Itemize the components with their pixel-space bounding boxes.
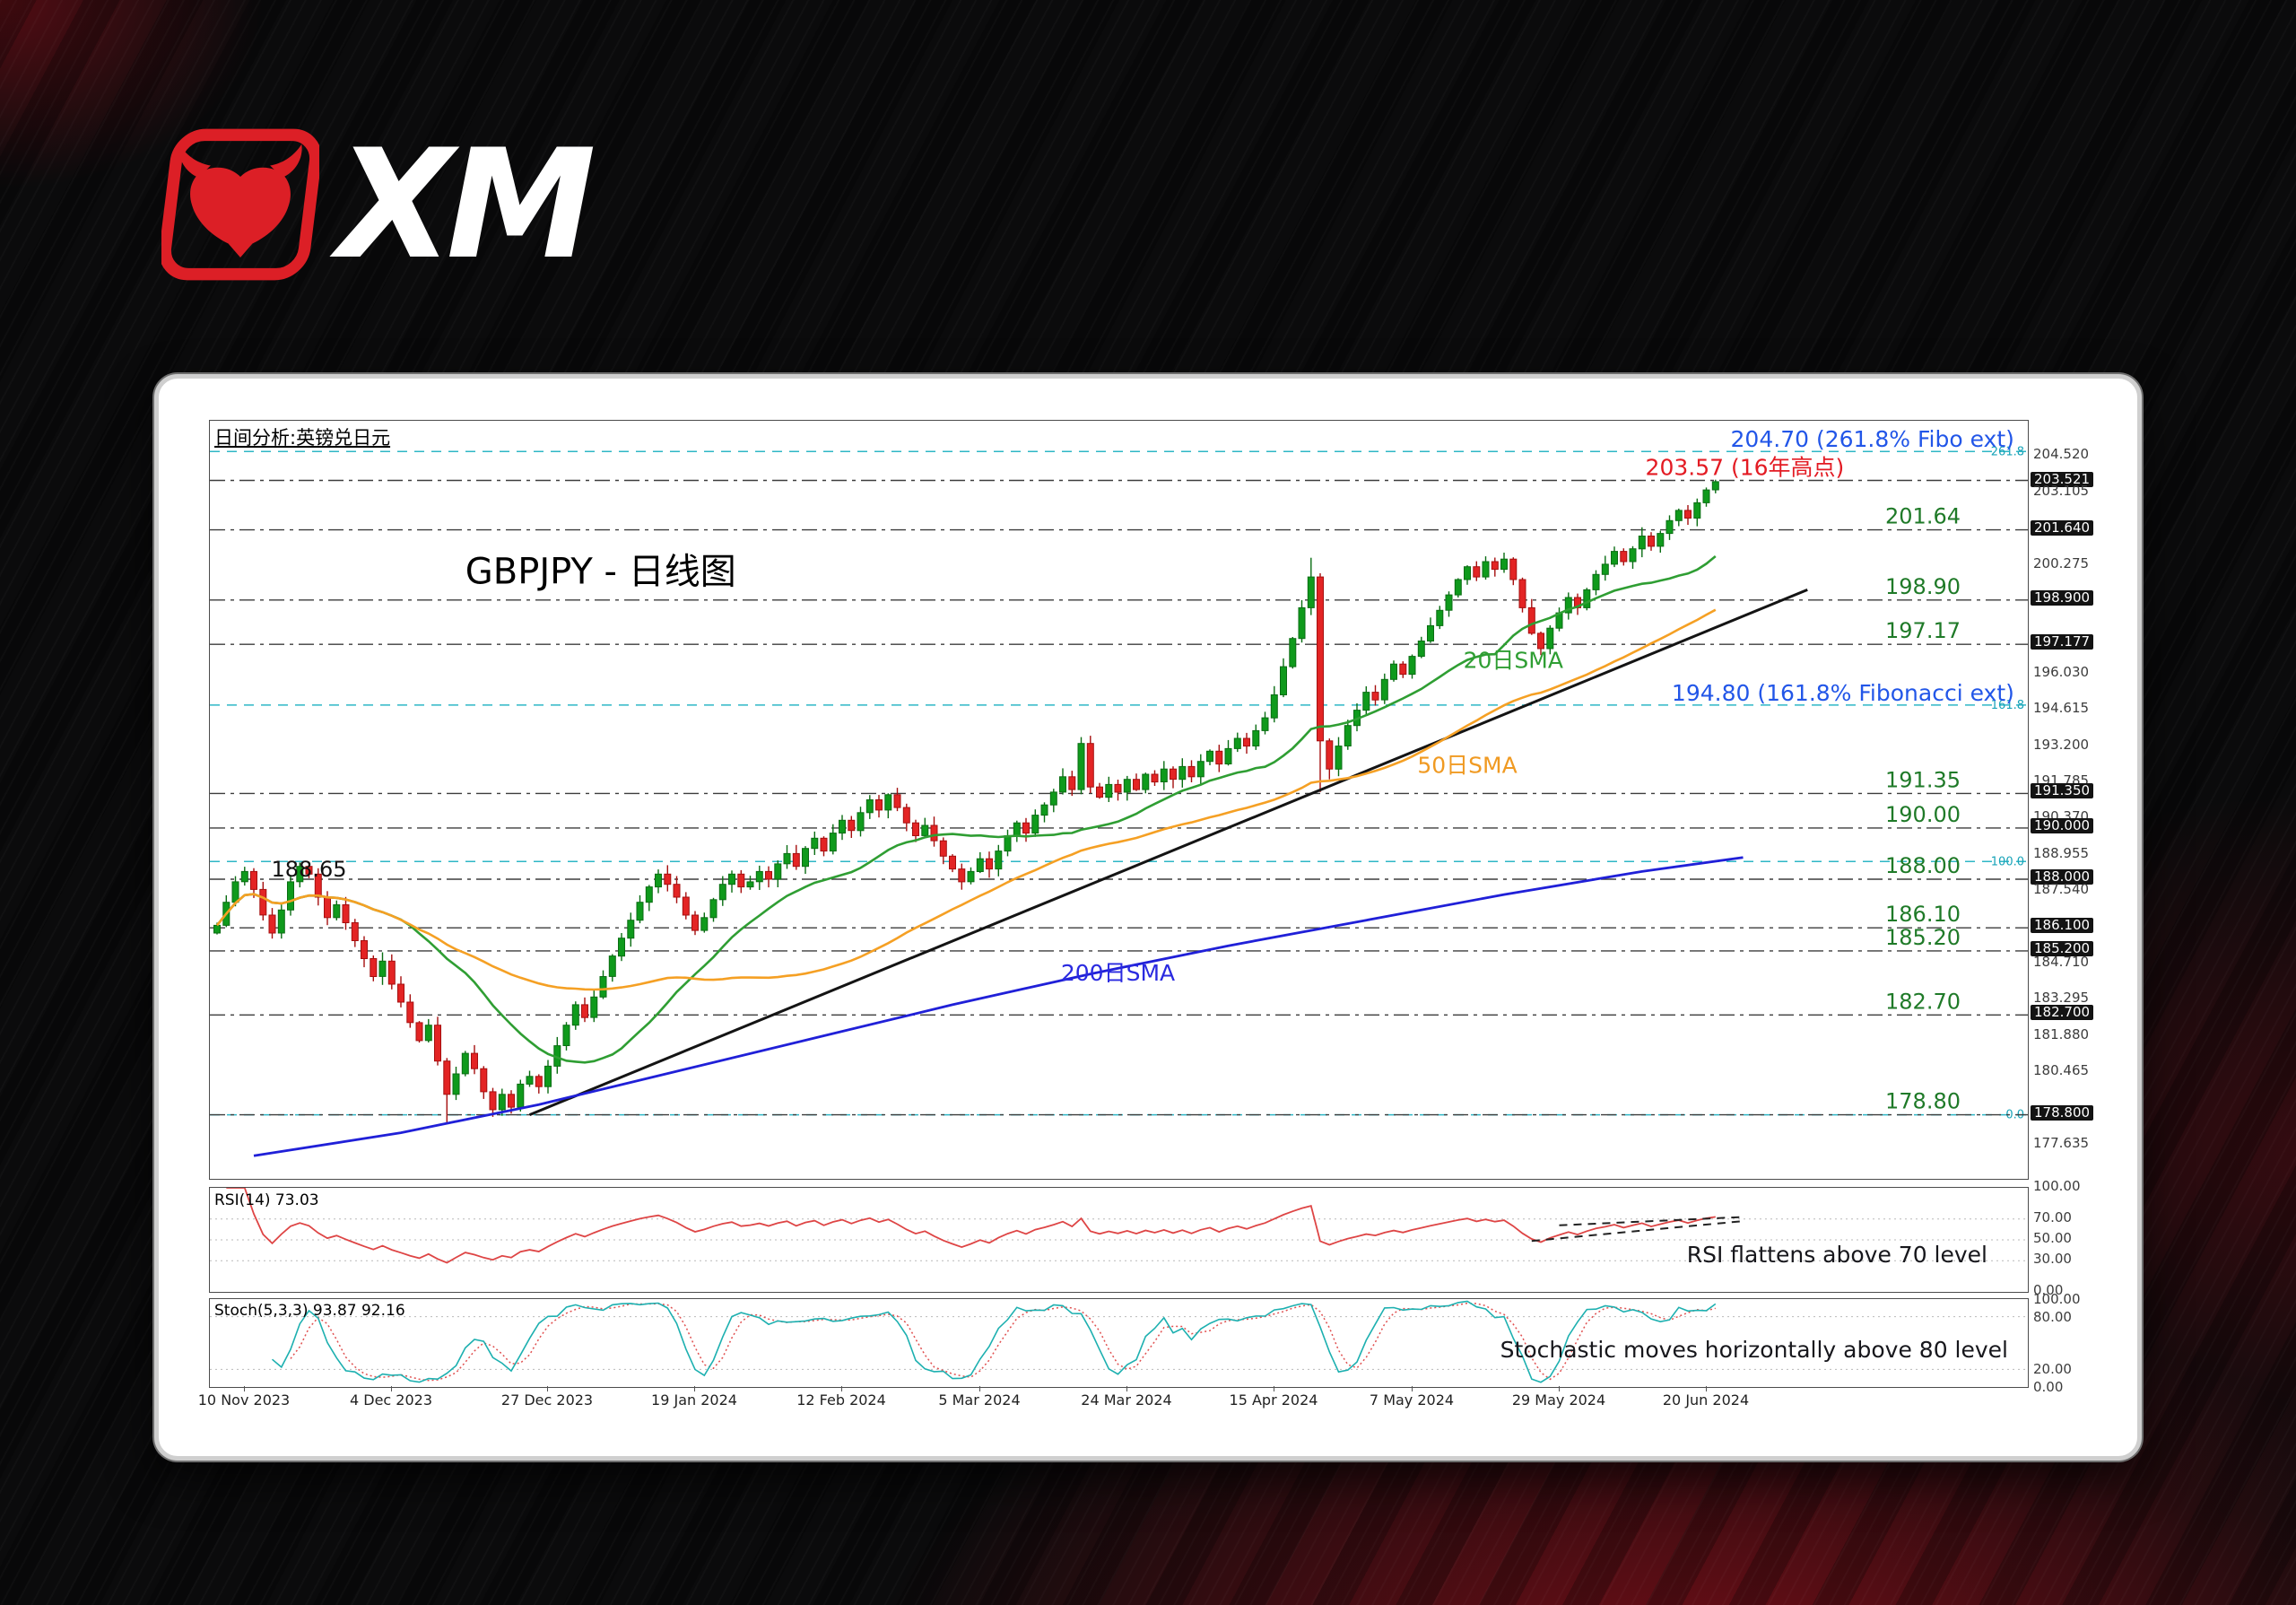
x-axis-date: 10 Nov 2023 xyxy=(197,1391,291,1409)
svg-text:190.00: 190.00 xyxy=(1885,802,1961,827)
chart-annotation: 204.70 (261.8% Fibo ext) xyxy=(1731,426,2014,452)
rsi-axis-label: 50.00 xyxy=(2033,1230,2072,1246)
price-axis-label: 204.520 xyxy=(2033,446,2090,462)
rsi-axis-label: 30.00 xyxy=(2033,1251,2072,1267)
rsi-annotation: RSI flattens above 70 level xyxy=(1686,1242,1987,1268)
stoch-axis-label: 20.00 xyxy=(2033,1361,2072,1377)
analysis-panel: 日间分析:英镑兑日元 261.8 161.8 100.0 0.0 201.64 198.9… xyxy=(154,374,2142,1461)
price-axis-label: 193.200 xyxy=(2033,737,2090,753)
xm-logo: XM xyxy=(161,117,596,292)
x-axis-date: 7 May 2024 xyxy=(1369,1391,1455,1409)
chart-annotation: 200日SMA xyxy=(1061,960,1175,986)
price-axis-level-box: 198.900 xyxy=(2031,590,2094,606)
x-axis-date: 19 Jan 2024 xyxy=(651,1391,737,1409)
price-chart: 261.8 161.8 100.0 0.0 201.64 198.90 197.17 191.… xyxy=(210,426,2028,1157)
price-axis-level-box: 201.640 xyxy=(2031,520,2094,536)
price-axis-label: 203.105 xyxy=(2033,483,2090,499)
price-axis-level-box: 185.200 xyxy=(2031,941,2094,956)
svg-text:182.70: 182.70 xyxy=(1885,989,1961,1014)
svg-text:185.20: 185.20 xyxy=(1885,925,1961,950)
chart-annotation: 188.65 xyxy=(272,857,347,882)
price-axis-label: 194.615 xyxy=(2033,700,2090,716)
rsi-indicator-label: RSI(14) 73.03 xyxy=(214,1191,319,1209)
price-axis-label: 181.880 xyxy=(2033,1026,2090,1042)
svg-text:100.0: 100.0 xyxy=(1991,855,2024,868)
svg-text:201.64: 201.64 xyxy=(1885,504,1961,529)
price-axis-label: 188.955 xyxy=(2033,845,2090,861)
x-axis-date: 4 Dec 2023 xyxy=(349,1391,433,1409)
rsi-chart xyxy=(210,1188,2028,1264)
price-chart-box: 261.8 161.8 100.0 0.0 201.64 198.90 197.17 191.… xyxy=(209,420,2029,1180)
price-axis: 204.520 203.521 203.105 201.640 200.275 198.9… xyxy=(2028,379,2137,1456)
x-axis-date: 20 Jun 2024 xyxy=(1662,1391,1750,1409)
chart-annotation: 203.57 (16年高点) xyxy=(1646,455,1845,481)
svg-text:261.8: 261.8 xyxy=(1991,445,2024,458)
sma50-line xyxy=(215,608,1717,991)
chart-annotation: 20日SMA xyxy=(1464,648,1563,674)
x-axis-date: 15 Apr 2024 xyxy=(1229,1391,1318,1409)
panel-title: 日间分析:英镑兑日元 xyxy=(214,427,391,449)
svg-text:191.35: 191.35 xyxy=(1885,767,1961,792)
candlestick-series xyxy=(213,479,1719,1123)
price-axis-label: 196.030 xyxy=(2033,664,2090,680)
stoch-axis-label: 100.00 xyxy=(2033,1291,2081,1307)
sma200-line xyxy=(253,856,1744,1157)
x-axis-date: 24 Mar 2024 xyxy=(1081,1391,1172,1409)
rsi-axis-label: 70.00 xyxy=(2033,1209,2072,1226)
chart-annotation: 194.80 (161.8% Fibonacci ext) xyxy=(1672,680,2014,706)
price-axis-label: 177.635 xyxy=(2033,1135,2090,1151)
bull-icon xyxy=(161,128,319,281)
price-axis-level-box: 188.000 xyxy=(2031,869,2094,885)
stoch-axis-label: 80.00 xyxy=(2033,1309,2072,1325)
chart-annotation: GBPJPY - 日线图 xyxy=(465,551,736,592)
svg-text:188.00: 188.00 xyxy=(1885,853,1961,878)
svg-text:198.90: 198.90 xyxy=(1885,574,1961,599)
price-axis-level-box: 186.100 xyxy=(2031,918,2094,933)
stoch-k-line xyxy=(271,1300,1717,1383)
price-axis-label: 180.465 xyxy=(2033,1062,2090,1078)
x-axis-date: 12 Feb 2024 xyxy=(796,1391,886,1409)
price-axis-level-box: 190.000 xyxy=(2031,818,2094,833)
svg-text:186.10: 186.10 xyxy=(1885,902,1961,927)
price-axis-level-box: 191.350 xyxy=(2031,783,2094,798)
price-axis-level-box: 178.800 xyxy=(2031,1105,2094,1121)
x-axis-date: 29 May 2024 xyxy=(1511,1391,1606,1409)
rsi-axis-label: 100.00 xyxy=(2033,1178,2081,1194)
price-axis-label: 187.540 xyxy=(2033,881,2090,897)
rsi-panel-box xyxy=(209,1187,2029,1293)
stoch-panel-box xyxy=(209,1298,2029,1388)
chart-annotation: 50日SMA xyxy=(1417,753,1517,779)
stoch-chart xyxy=(210,1300,2028,1383)
svg-text:178.80: 178.80 xyxy=(1885,1089,1961,1114)
rsi-axis-label: 0.00 xyxy=(2033,1282,2064,1298)
price-axis-label: 184.710 xyxy=(2033,954,2090,970)
price-axis-level-box: 203.521 xyxy=(2031,472,2094,487)
stoch-annotation: Stochastic moves horizontally above 80 l… xyxy=(1500,1337,2008,1363)
x-axis-date: 5 Mar 2024 xyxy=(938,1391,1021,1409)
stoch-d-line xyxy=(290,1302,1716,1382)
sma20-line xyxy=(215,554,1717,1064)
price-axis-label: 183.295 xyxy=(2033,990,2090,1006)
price-axis-label: 200.275 xyxy=(2033,555,2090,571)
logo-text: XM xyxy=(337,117,596,292)
trendline xyxy=(528,589,1808,1116)
svg-text:161.8: 161.8 xyxy=(1991,699,2024,712)
svg-text:0.0: 0.0 xyxy=(2005,1109,2024,1122)
stoch-indicator-label: Stoch(5,3,3) 93.87 92.16 xyxy=(214,1302,405,1320)
rsi-line xyxy=(226,1188,1716,1264)
price-axis-level-box: 182.700 xyxy=(2031,1005,2094,1020)
svg-text:197.17: 197.17 xyxy=(1885,618,1961,643)
price-axis-level-box: 197.177 xyxy=(2031,634,2094,650)
x-axis-date: 27 Dec 2023 xyxy=(500,1391,594,1409)
stoch-axis-label: 0.00 xyxy=(2033,1379,2064,1395)
